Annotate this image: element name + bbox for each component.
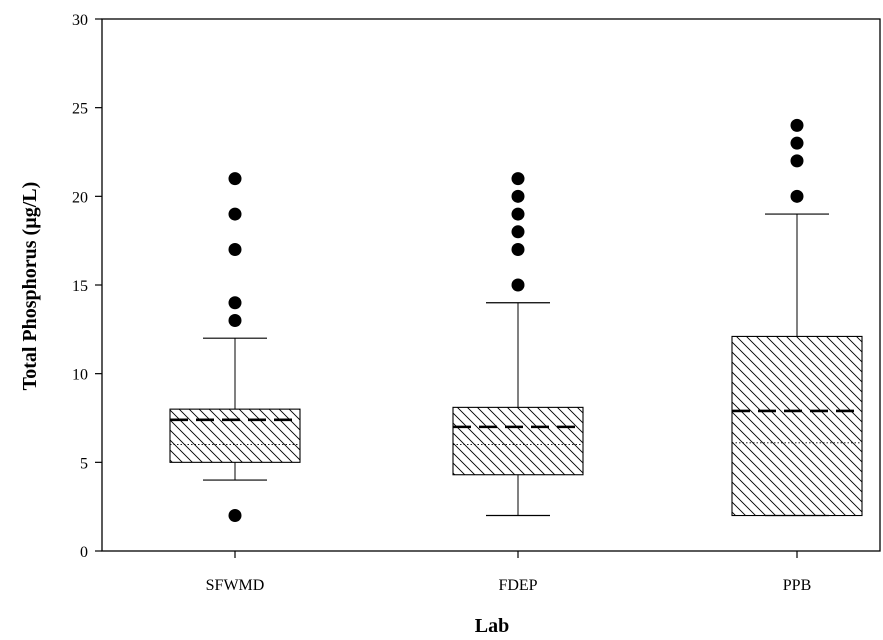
outlier-point-1-5 [511,172,525,186]
outlier-point-1-4 [511,189,525,203]
box-group-2 [731,118,863,517]
box-group-1 [452,172,584,517]
outlier-point-2-3 [790,118,804,132]
outlier-point-0-4 [228,207,242,221]
outlier-point-1-3 [511,207,525,221]
axes: 0 5 10 15 20 25 30 SFWMD FDEP PPB [72,12,881,594]
outlier-point-0-2 [228,296,242,310]
y-tick-label-1: 5 [80,455,88,472]
y-tick-label-0: 0 [80,544,88,561]
outlier-point-1-0 [511,278,525,292]
x-tick-label-1: FDEP [498,577,537,594]
y-tick-label-5: 25 [72,101,88,118]
box-2 [731,335,863,517]
outlier-point-0-0 [228,509,242,523]
outlier-point-0-3 [228,243,242,257]
box-group-0 [169,172,301,523]
y-tick-label-2: 10 [72,367,88,384]
outlier-point-1-2 [511,225,525,239]
box-0 [169,408,301,463]
box-1 [452,406,584,476]
outlier-point-0-1 [228,313,242,327]
outlier-point-2-1 [790,154,804,168]
boxes-layer [169,118,863,523]
x-tick-label-0: SFWMD [206,577,265,594]
y-axis-title: Total Phosphorus (µg/L) [19,182,41,391]
x-tick-label-2: PPB [783,577,811,594]
x-axis-title: Lab [475,615,509,637]
outlier-point-2-0 [790,189,804,203]
outlier-point-1-1 [511,243,525,257]
outlier-point-0-5 [228,172,242,186]
y-tick-label-4: 20 [72,189,88,206]
outlier-point-2-2 [790,136,804,150]
y-tick-label-6: 30 [72,12,88,29]
y-tick-label-3: 15 [72,278,88,295]
